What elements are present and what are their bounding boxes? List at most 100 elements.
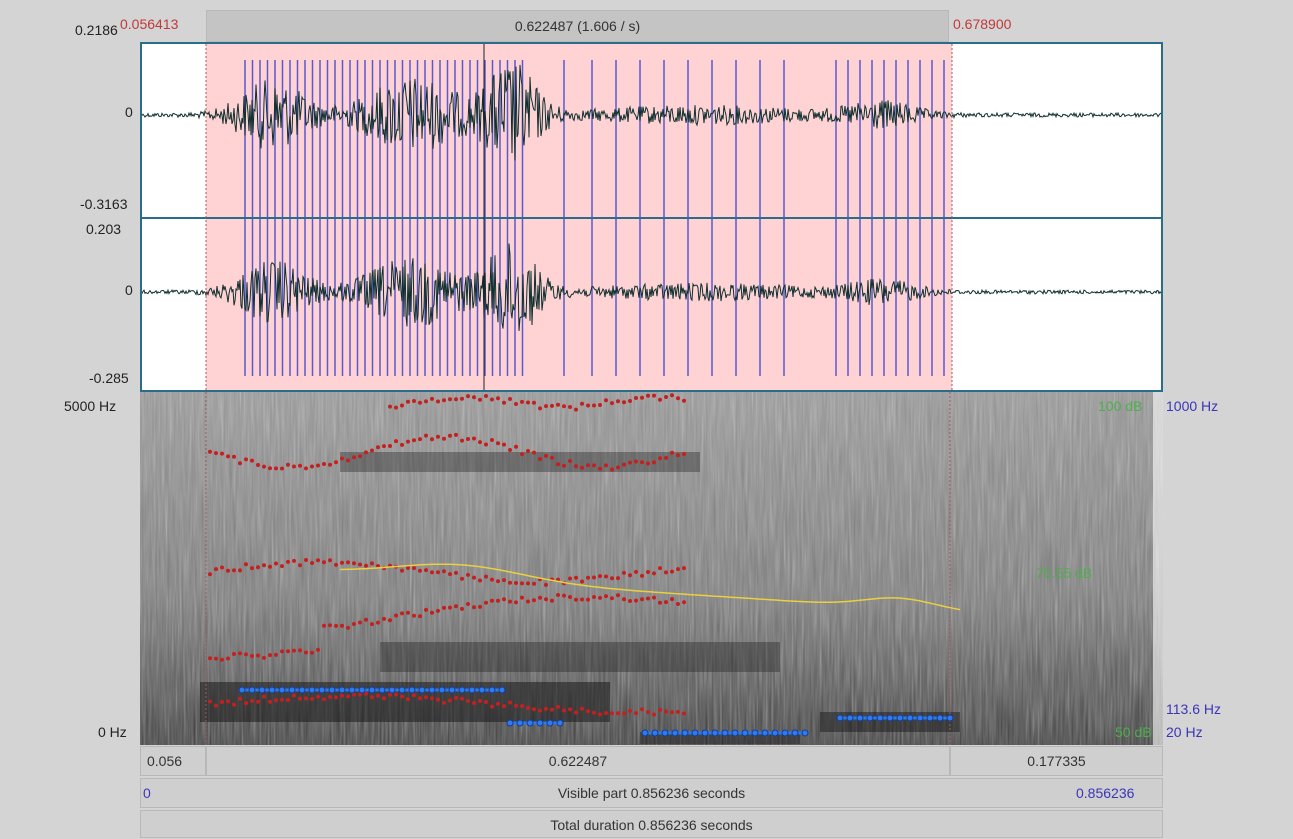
formant-dot [616, 711, 620, 716]
formant-dot [628, 708, 632, 713]
pitch-point [876, 714, 884, 722]
pitch-point [418, 686, 426, 694]
formant-dot [442, 700, 446, 705]
formant-dot [508, 599, 512, 604]
waveform-canvas[interactable] [142, 44, 1161, 390]
formant-dot [604, 711, 608, 715]
formant-dot [568, 707, 572, 712]
pitch-point [358, 686, 366, 694]
formant-dots [208, 393, 686, 717]
pitch-point [691, 729, 699, 737]
formant-dot [460, 438, 464, 443]
formant-dot [550, 598, 554, 603]
formant-dot [448, 698, 452, 703]
formant-dot [454, 604, 458, 609]
pitch-point [288, 686, 296, 694]
formant-dot [610, 596, 614, 601]
pitch-point [438, 686, 446, 694]
pitch-point [946, 714, 954, 722]
formant-dot [484, 442, 488, 447]
formant-dot [526, 581, 530, 586]
pitch-point [516, 719, 524, 727]
formant-dot [538, 457, 542, 461]
pitch-point [278, 686, 286, 694]
formant-dot [346, 560, 350, 565]
formant-dot [358, 454, 362, 459]
intensity-max-label: 100 dB [1098, 398, 1143, 414]
formant-dot [346, 458, 350, 463]
formant-dot [538, 708, 542, 713]
formant-dot [430, 570, 434, 575]
formant-dot [424, 433, 428, 438]
formant-dot [250, 654, 254, 658]
formant-dot [340, 560, 344, 565]
formant-dot [328, 462, 332, 467]
formant-dot [574, 710, 578, 715]
pitch-point [896, 714, 904, 722]
formant-dot [418, 400, 422, 405]
formant-dot [628, 460, 632, 465]
formant-dot [490, 438, 494, 442]
pitch-point [238, 686, 246, 694]
time-bar-selection[interactable]: 0.622487 [206, 746, 950, 776]
formant-dot [646, 570, 650, 574]
formant-dot [598, 712, 602, 717]
formant-dot [208, 572, 212, 577]
formant-dot [526, 599, 530, 604]
formant-dot [604, 574, 608, 579]
selection-duration-bar[interactable]: 0.622487 (1.606 / s) [206, 10, 949, 42]
formant-dot [322, 462, 326, 466]
formant-dot [244, 457, 248, 462]
pitch-point [308, 686, 316, 694]
formant-dot [484, 700, 488, 704]
pitch-value-label: 113.6 Hz [1166, 701, 1221, 717]
spectrogram-panel[interactable] [140, 392, 1163, 745]
pitch-point [408, 686, 416, 694]
formant-dot [670, 450, 674, 455]
formant-dot [208, 656, 212, 661]
formant-dot [328, 558, 332, 563]
formant-dot [466, 699, 470, 703]
formant-dot [478, 699, 482, 703]
formant-dot [520, 704, 524, 708]
time-bar-right[interactable]: 0.177335 [950, 746, 1163, 776]
formant-dot [400, 442, 404, 447]
formant-dot [244, 652, 248, 657]
formant-dot [478, 397, 482, 402]
formant-dot [676, 709, 680, 714]
formant-dot [388, 618, 392, 623]
formant-dot [292, 693, 296, 698]
formant-dot [598, 595, 602, 600]
formant-dot [532, 707, 536, 712]
formant-dot [586, 597, 590, 602]
pitch-point [836, 714, 844, 722]
formant-dot [556, 462, 560, 467]
formant-dot [628, 599, 632, 603]
waveform-panel[interactable] [140, 42, 1163, 392]
formant-dot [298, 563, 302, 568]
formant-dot [292, 648, 296, 653]
formant-dot [544, 597, 548, 602]
channel2-waveform [142, 243, 1161, 331]
formant-dot [424, 568, 428, 573]
formant-dot [676, 567, 680, 572]
pitch-point [498, 686, 506, 694]
total-duration-bar[interactable]: Total duration 0.856236 seconds [140, 810, 1163, 838]
visible-end-time: 0.856236 [1076, 785, 1135, 801]
formant-dot [256, 565, 260, 570]
formant-dot [652, 712, 656, 717]
formant-dot [478, 440, 482, 445]
visible-part-bar[interactable]: Visible part 0.856236 seconds [140, 778, 1163, 808]
formant-dot [502, 442, 506, 447]
pitch-point [761, 729, 769, 737]
formant-dot [406, 697, 410, 702]
pitch-point [258, 686, 266, 694]
formant-dot [418, 696, 422, 701]
formant-dot [664, 455, 668, 460]
pitch-point [731, 729, 739, 737]
formant-dot [532, 598, 536, 603]
spectrogram-canvas[interactable] [140, 392, 1163, 745]
formant-dot [226, 454, 230, 459]
time-bar-left[interactable]: 0.056 [140, 746, 206, 776]
pitch-point [318, 686, 326, 694]
